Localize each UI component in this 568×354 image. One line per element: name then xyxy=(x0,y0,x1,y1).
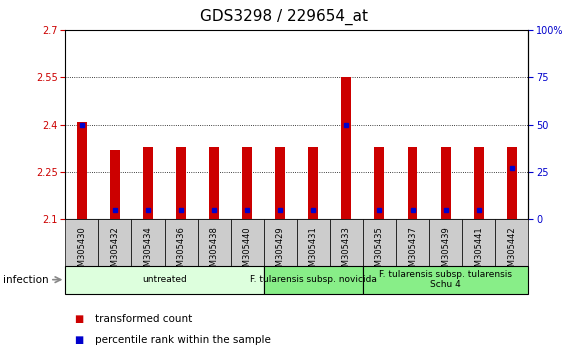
Text: GSM305435: GSM305435 xyxy=(375,227,384,277)
Text: GSM305436: GSM305436 xyxy=(177,227,186,277)
Text: GSM305431: GSM305431 xyxy=(309,227,318,277)
Text: F. tularensis subsp. novicida: F. tularensis subsp. novicida xyxy=(250,275,377,284)
Bar xyxy=(507,147,517,219)
Text: GSM305437: GSM305437 xyxy=(408,227,417,277)
Bar xyxy=(363,219,396,266)
Bar xyxy=(264,219,297,266)
Text: F. tularensis subsp. tularensis
Schu 4: F. tularensis subsp. tularensis Schu 4 xyxy=(379,270,512,289)
Text: GSM305429: GSM305429 xyxy=(275,227,285,277)
Bar xyxy=(495,219,528,266)
Text: GSM305441: GSM305441 xyxy=(474,227,483,277)
Text: GSM305440: GSM305440 xyxy=(243,227,252,277)
Bar xyxy=(462,219,495,266)
Text: ■: ■ xyxy=(74,335,83,345)
Bar xyxy=(474,147,483,219)
Bar xyxy=(308,147,318,219)
Text: transformed count: transformed count xyxy=(95,314,193,324)
Text: ■: ■ xyxy=(74,314,83,324)
Bar xyxy=(165,219,198,266)
Bar xyxy=(429,219,462,266)
Bar xyxy=(396,219,429,266)
Bar xyxy=(242,147,252,219)
Text: infection: infection xyxy=(3,275,48,285)
Bar xyxy=(176,147,186,219)
Bar xyxy=(408,147,417,219)
Bar xyxy=(296,219,330,266)
Text: GSM305439: GSM305439 xyxy=(441,227,450,277)
Bar xyxy=(143,147,153,219)
Bar xyxy=(198,219,231,266)
Text: GDS3298 / 229654_at: GDS3298 / 229654_at xyxy=(200,9,368,25)
Text: untreated: untreated xyxy=(142,275,187,284)
Text: percentile rank within the sample: percentile rank within the sample xyxy=(95,335,272,345)
Bar xyxy=(330,219,363,266)
Bar xyxy=(110,150,120,219)
Bar xyxy=(264,266,363,294)
Text: GSM305433: GSM305433 xyxy=(342,227,351,277)
Bar xyxy=(374,147,385,219)
Bar xyxy=(65,266,264,294)
Bar xyxy=(363,266,528,294)
Bar xyxy=(231,219,264,266)
Text: GSM305438: GSM305438 xyxy=(210,227,219,277)
Bar xyxy=(77,122,87,219)
Text: GSM305442: GSM305442 xyxy=(507,227,516,277)
Text: GSM305434: GSM305434 xyxy=(144,227,152,277)
Bar xyxy=(98,219,131,266)
Bar xyxy=(131,219,165,266)
Bar xyxy=(341,78,352,219)
Bar xyxy=(441,147,450,219)
Bar xyxy=(209,147,219,219)
Text: GSM305430: GSM305430 xyxy=(77,227,86,277)
Bar xyxy=(275,147,285,219)
Text: GSM305432: GSM305432 xyxy=(110,227,119,277)
Bar xyxy=(65,219,98,266)
